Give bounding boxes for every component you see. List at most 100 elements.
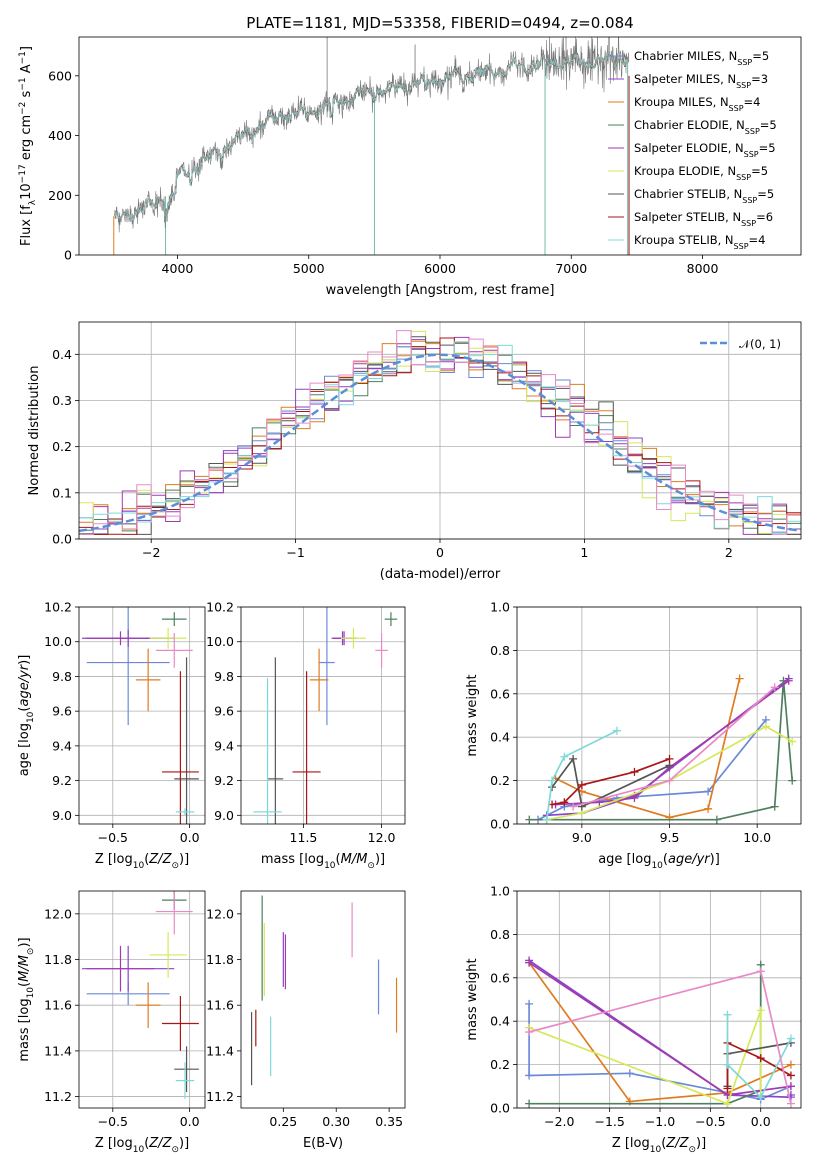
legend-entry: Salpeter MILES, NSSP=3: [634, 72, 768, 90]
weight-point: [723, 1010, 732, 1019]
x-axis-label: age [log10(age/yr)]: [598, 852, 720, 871]
weight-point: [525, 815, 534, 824]
x-axis-label: Z [log10(Z/Z⊙)]: [95, 1136, 189, 1155]
weight-point: [612, 726, 621, 735]
plot-area: [82, 891, 199, 1099]
x-axis-label: E(B-V): [303, 1136, 343, 1151]
weight-point: [784, 676, 793, 685]
axes-frame: [78, 890, 206, 1109]
legend-entry: Kroupa STELIB, NSSP=4: [634, 233, 765, 251]
weight-point: [665, 776, 674, 785]
weight-point: [770, 683, 779, 692]
weight-point: [756, 1006, 765, 1015]
y-tick-label: 9.0: [214, 808, 234, 823]
y-tick-label: 200: [48, 188, 72, 203]
weight-point: [548, 776, 557, 785]
legend-entry: Chabrier MILES, NSSP=5: [634, 49, 769, 67]
x-tick-label: −0.5: [98, 830, 128, 845]
legend-entry: 𝒩(0, 1): [739, 337, 781, 351]
weight-point: [756, 1054, 765, 1063]
weight-point: [786, 1071, 795, 1080]
weight-point: [665, 754, 674, 763]
legend-entry: Salpeter ELODIE, NSSP=5: [634, 141, 776, 159]
y-tick-label: 0.6: [490, 970, 510, 985]
y-axis-label: mass [log10(M/M⊙)]: [17, 937, 36, 1061]
x-tick-label: 1: [580, 545, 588, 560]
plot-area: [253, 607, 398, 824]
axes-frame: [78, 606, 206, 825]
weight-point: [630, 793, 639, 802]
x-tick-label: 8000: [687, 261, 719, 276]
y-tick-label: 10.2: [206, 600, 234, 615]
weight-point: [723, 1099, 732, 1108]
y-tick-label: 10.0: [206, 634, 234, 649]
weight-point: [788, 776, 797, 785]
y-tick-label: 11.2: [206, 1089, 234, 1104]
weight-point: [525, 958, 534, 967]
weight-point: [525, 1028, 534, 1037]
mass-vs-metallicity-panel: −0.5 0.0 11.2 11.4 11.6 11.8 12.0 Z [log10(Z/Z⊙…: [17, 890, 206, 1155]
y-tick-label: 0.3: [52, 393, 72, 408]
weight-point: [525, 1071, 534, 1080]
x-axis-label: (data-model)/error: [380, 567, 501, 582]
plot-area: [250, 895, 398, 1086]
x-tick-label: 9.5: [660, 830, 680, 845]
y-axis-label: Normed distribution: [27, 366, 42, 496]
weight-line: [551, 756, 670, 808]
model-spectrum-kroupa-miles: [114, 51, 630, 222]
weight-point: [786, 1034, 795, 1043]
y-tick-label: 11.8: [206, 952, 234, 967]
model-spectrum-chabrier-stelib: [113, 52, 630, 222]
chart-title: PLATE=1181, MJD=53358, FIBERID=0494, z=0…: [246, 14, 633, 32]
normal-curve: [79, 353, 801, 533]
y-tick-label: 0: [64, 248, 72, 263]
weight-line: [545, 729, 618, 820]
y-axis-label: age [log10(age/yr)]: [17, 655, 36, 777]
y-tick-label: 1.0: [490, 884, 510, 899]
y-tick-label: 9.6: [214, 704, 234, 719]
legend-entry: Kroupa ELODIE, NSSP=5: [634, 164, 768, 182]
x-tick-label: 10.0: [743, 830, 771, 845]
model-spectrum-chabrier-miles: [114, 52, 630, 222]
plot-area: [79, 330, 801, 535]
weight-point: [761, 722, 770, 731]
x-tick-label: −2: [142, 545, 160, 560]
y-tick-label: 0.2: [52, 439, 72, 454]
weight-point: [569, 754, 578, 763]
y-tick-label: 0.4: [490, 1014, 510, 1029]
plot-area: [82, 607, 199, 824]
model-spectrum-kroupa-elodie: [113, 52, 630, 222]
weight-point: [560, 752, 569, 761]
y-tick-label: 0.2: [490, 773, 510, 788]
weight-point: [525, 1099, 534, 1108]
x-axis-label: Z [log10(Z/Z⊙)]: [95, 852, 189, 871]
y-tick-label: 9.2: [52, 773, 72, 788]
axes-frame: [78, 321, 802, 540]
y-tick-label: 9.6: [52, 704, 72, 719]
x-axis-label: mass [log10(M/M⊙)]: [261, 852, 385, 871]
x-tick-label: 12.0: [368, 830, 396, 845]
y-axis-label: mass weight: [465, 958, 480, 1040]
weight-point: [525, 999, 534, 1008]
y-tick-label: 0.0: [490, 817, 510, 832]
y-tick-label: 11.6: [206, 998, 234, 1013]
model-spectrum-salpeter-miles: [114, 51, 630, 222]
x-tick-label: −1.5: [594, 1114, 624, 1129]
y-tick-label: 0.0: [52, 532, 72, 547]
legend-entry: Salpeter STELIB, NSSP=6: [634, 210, 773, 228]
legend-entry: Chabrier ELODIE, NSSP=5: [634, 118, 777, 136]
y-tick-label: 600: [48, 68, 72, 83]
weight-point: [786, 1082, 795, 1091]
weight-point: [625, 1069, 634, 1078]
legend-entry: Chabrier STELIB, NSSP=5: [634, 187, 774, 205]
mass-weight-vs-age-panel: 9.0 9.5 10.0 0.0 0.2 0.4 0.6 0.8 1.0 age [log10(a…: [465, 600, 802, 871]
weight-point: [704, 787, 713, 796]
x-tick-label: 0.25: [269, 1114, 297, 1129]
y-tick-label: 12.0: [44, 906, 72, 921]
mass-weight-vs-metallicity-panel: −2.0 −1.5 −1.0 −0.5 0.0 0.0 0.2 0.4 0.6 0.8 1.0 Z […: [465, 884, 802, 1155]
x-tick-label: 2: [725, 545, 733, 560]
weight-line: [537, 719, 767, 821]
residual-histogram-panel: −2 −1 0 1 2 0.0 0.1 0.2 0.3 0.4 𝒩(0, 1) (data-model…: [27, 321, 802, 582]
y-tick-label: 11.8: [44, 952, 72, 967]
weight-point: [756, 967, 765, 976]
